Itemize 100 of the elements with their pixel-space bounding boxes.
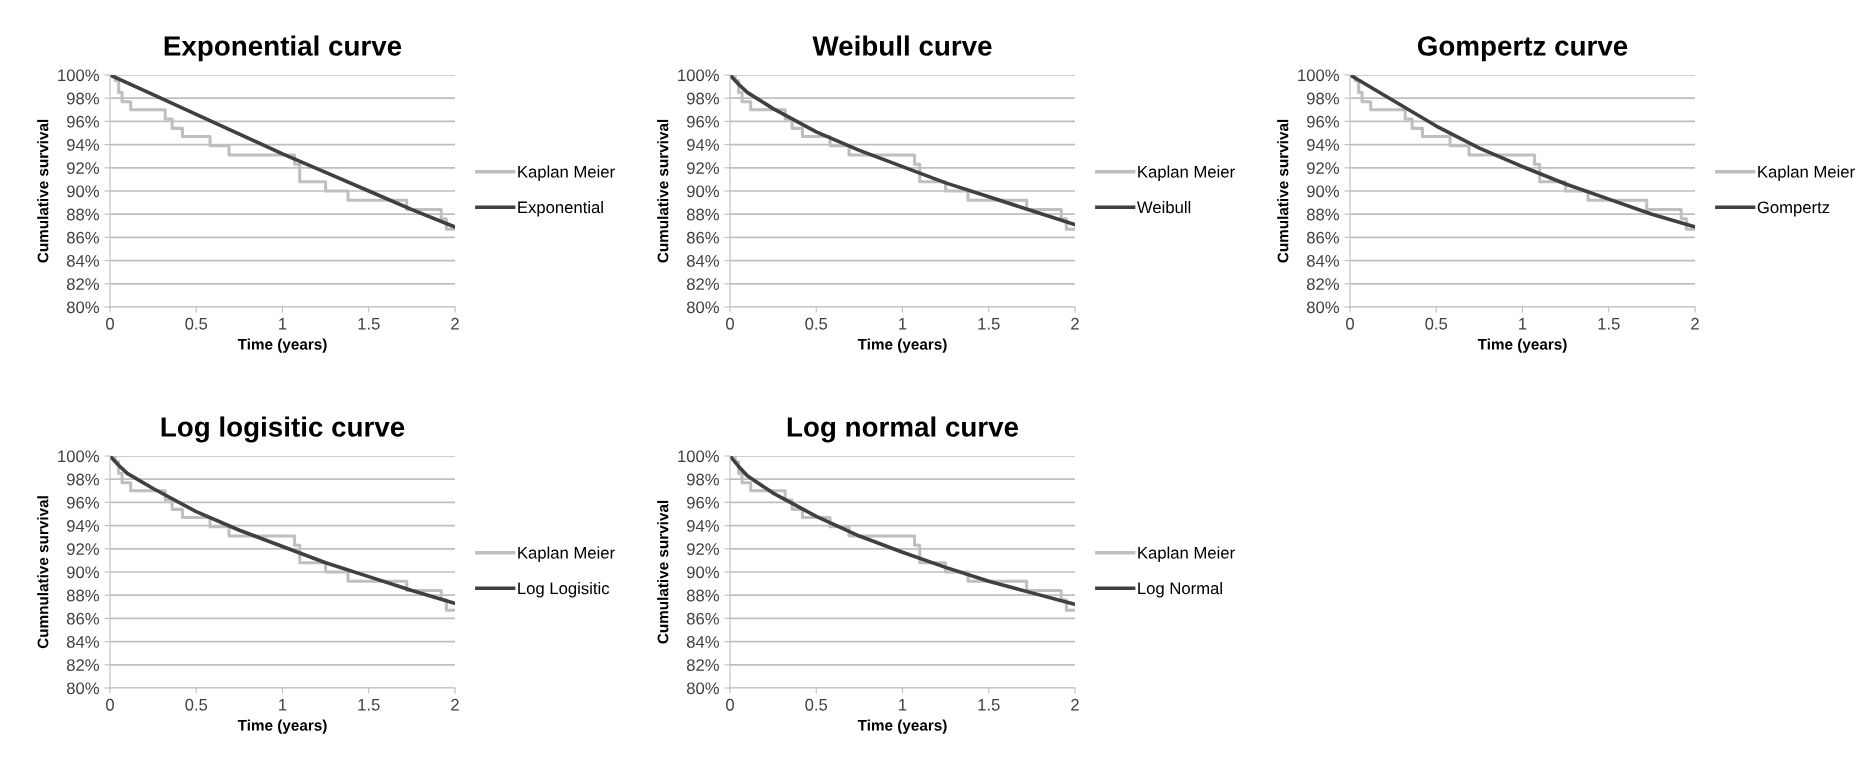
y-tick-label: 96% — [67, 115, 99, 128]
legend-label: Log Normal — [1138, 582, 1222, 598]
x-tick-label: 1 — [279, 699, 287, 711]
y-tick-label: 82% — [686, 278, 719, 290]
y-tick-label: 96% — [67, 496, 99, 509]
y-tick-label: 96% — [1307, 115, 1339, 128]
legend-label: Log Logisitic — [518, 582, 610, 598]
legend-label: Kaplan Meier — [1758, 165, 1855, 181]
x-tick-label: 2 — [1691, 317, 1699, 330]
y-tick-label: 96% — [687, 115, 719, 128]
y-tick-label: 92% — [67, 162, 99, 174]
x-tick-label: 0.5 — [805, 698, 828, 711]
y-tick-label: 88% — [66, 208, 99, 221]
y-tick-label: 92% — [687, 162, 719, 174]
x-tick-label: 1.5 — [978, 699, 1000, 711]
y-tick-label: 88% — [686, 589, 719, 602]
y-tick-label: 98% — [687, 473, 719, 486]
y-tick-label: 90% — [67, 566, 99, 579]
x-tick-label: 0 — [106, 317, 114, 330]
x-tick-label: 1 — [899, 318, 907, 330]
legend-label: Kaplan Meier — [1138, 546, 1235, 562]
y-axis-title: Cumulative survival — [657, 500, 669, 644]
x-tick-label: 2 — [451, 317, 459, 330]
y-tick-label: 80% — [686, 682, 719, 695]
x-tick-label: 0.5 — [185, 698, 208, 711]
x-tick-label: 2 — [1071, 698, 1079, 711]
y-tick-label: 94% — [67, 520, 99, 532]
y-tick-label: 90% — [1307, 185, 1339, 198]
y-tick-label: 84% — [1306, 255, 1339, 267]
y-tick-label: 90% — [687, 185, 719, 198]
x-axis-title: Time (years) — [857, 719, 947, 734]
y-tick-label: 94% — [67, 139, 99, 151]
y-tick-label: 82% — [1306, 278, 1339, 290]
x-tick-label: 0.5 — [185, 317, 208, 330]
y-tick-label: 94% — [687, 520, 719, 532]
x-tick-label: 0.5 — [805, 317, 828, 330]
x-tick-label: 2 — [1071, 317, 1079, 330]
y-tick-label: 82% — [66, 659, 99, 671]
y-tick-label: 80% — [686, 301, 719, 314]
y-tick-label: 86% — [686, 612, 719, 625]
y-tick-label: 88% — [686, 208, 719, 221]
legend-label: Exponential — [518, 201, 603, 217]
chart-title: Weibull curve — [812, 35, 992, 56]
y-tick-label: 100% — [678, 69, 719, 82]
y-axis-title: Cumnulative survival — [37, 496, 49, 649]
y-tick-label: 86% — [1306, 231, 1339, 244]
x-axis-title: Time (years) — [237, 719, 327, 734]
y-tick-label: 90% — [687, 566, 719, 579]
x-tick-label: 1 — [1519, 318, 1527, 330]
x-tick-label: 1.5 — [1598, 318, 1620, 330]
y-tick-label: 86% — [686, 231, 719, 244]
y-tick-label: 82% — [66, 278, 99, 290]
y-tick-label: 84% — [66, 636, 99, 648]
y-tick-label: 84% — [686, 255, 719, 267]
y-tick-label: 84% — [66, 255, 99, 267]
y-tick-label: 100% — [678, 450, 719, 463]
y-tick-label: 88% — [66, 589, 99, 602]
legend-label: Kaplan Meier — [518, 165, 615, 181]
chart-title: Exponential curve — [164, 35, 402, 62]
y-tick-label: 88% — [1306, 208, 1339, 221]
y-tick-label: 98% — [1307, 92, 1339, 105]
y-tick-label: 92% — [67, 543, 99, 555]
x-tick-label: 0 — [106, 698, 114, 711]
x-tick-label: 0 — [726, 317, 734, 330]
x-tick-label: 2 — [451, 698, 459, 711]
y-tick-label: 98% — [687, 92, 719, 105]
legend-label: Gompertz — [1757, 201, 1830, 217]
x-axis-title: Time (years) — [237, 338, 327, 353]
y-tick-label: 96% — [687, 496, 719, 509]
x-tick-label: 0 — [726, 698, 734, 711]
x-axis-title: Time (years) — [1477, 338, 1567, 353]
x-tick-label: 0 — [1346, 317, 1354, 330]
y-tick-label: 84% — [686, 636, 719, 648]
y-tick-label: 94% — [1307, 139, 1339, 151]
y-tick-label: 92% — [687, 543, 719, 555]
y-tick-label: 98% — [67, 92, 99, 105]
legend-label: Kaplan Meier — [1138, 165, 1235, 181]
x-tick-label: 1.5 — [358, 699, 380, 711]
y-tick-label: 100% — [1298, 69, 1339, 82]
y-tick-label: 94% — [687, 139, 719, 151]
y-tick-label: 86% — [66, 612, 99, 625]
y-tick-label: 90% — [67, 185, 99, 198]
x-tick-label: 1.5 — [978, 318, 1000, 330]
y-tick-label: 100% — [58, 450, 99, 463]
x-tick-label: 1.5 — [358, 318, 380, 330]
chart-title: Log logisitic curve — [161, 416, 405, 443]
legend-label: Weibull — [1136, 201, 1191, 214]
y-tick-label: 82% — [686, 659, 719, 671]
y-axis-title: Cumulative survival — [37, 119, 49, 263]
x-axis-title: Time (years) — [857, 338, 947, 353]
y-tick-label: 80% — [66, 682, 99, 695]
chart-title: Log normal curve — [787, 416, 1019, 443]
x-tick-label: 1 — [279, 318, 287, 330]
y-tick-label: 100% — [58, 69, 99, 82]
y-axis-title: Cumulative survival — [1277, 119, 1289, 263]
x-tick-label: 0.5 — [1425, 317, 1448, 330]
y-tick-label: 86% — [66, 231, 99, 244]
y-tick-label: 80% — [66, 301, 99, 314]
x-tick-label: 1 — [899, 699, 907, 711]
chart-title: Gompertz curve — [1417, 36, 1628, 62]
